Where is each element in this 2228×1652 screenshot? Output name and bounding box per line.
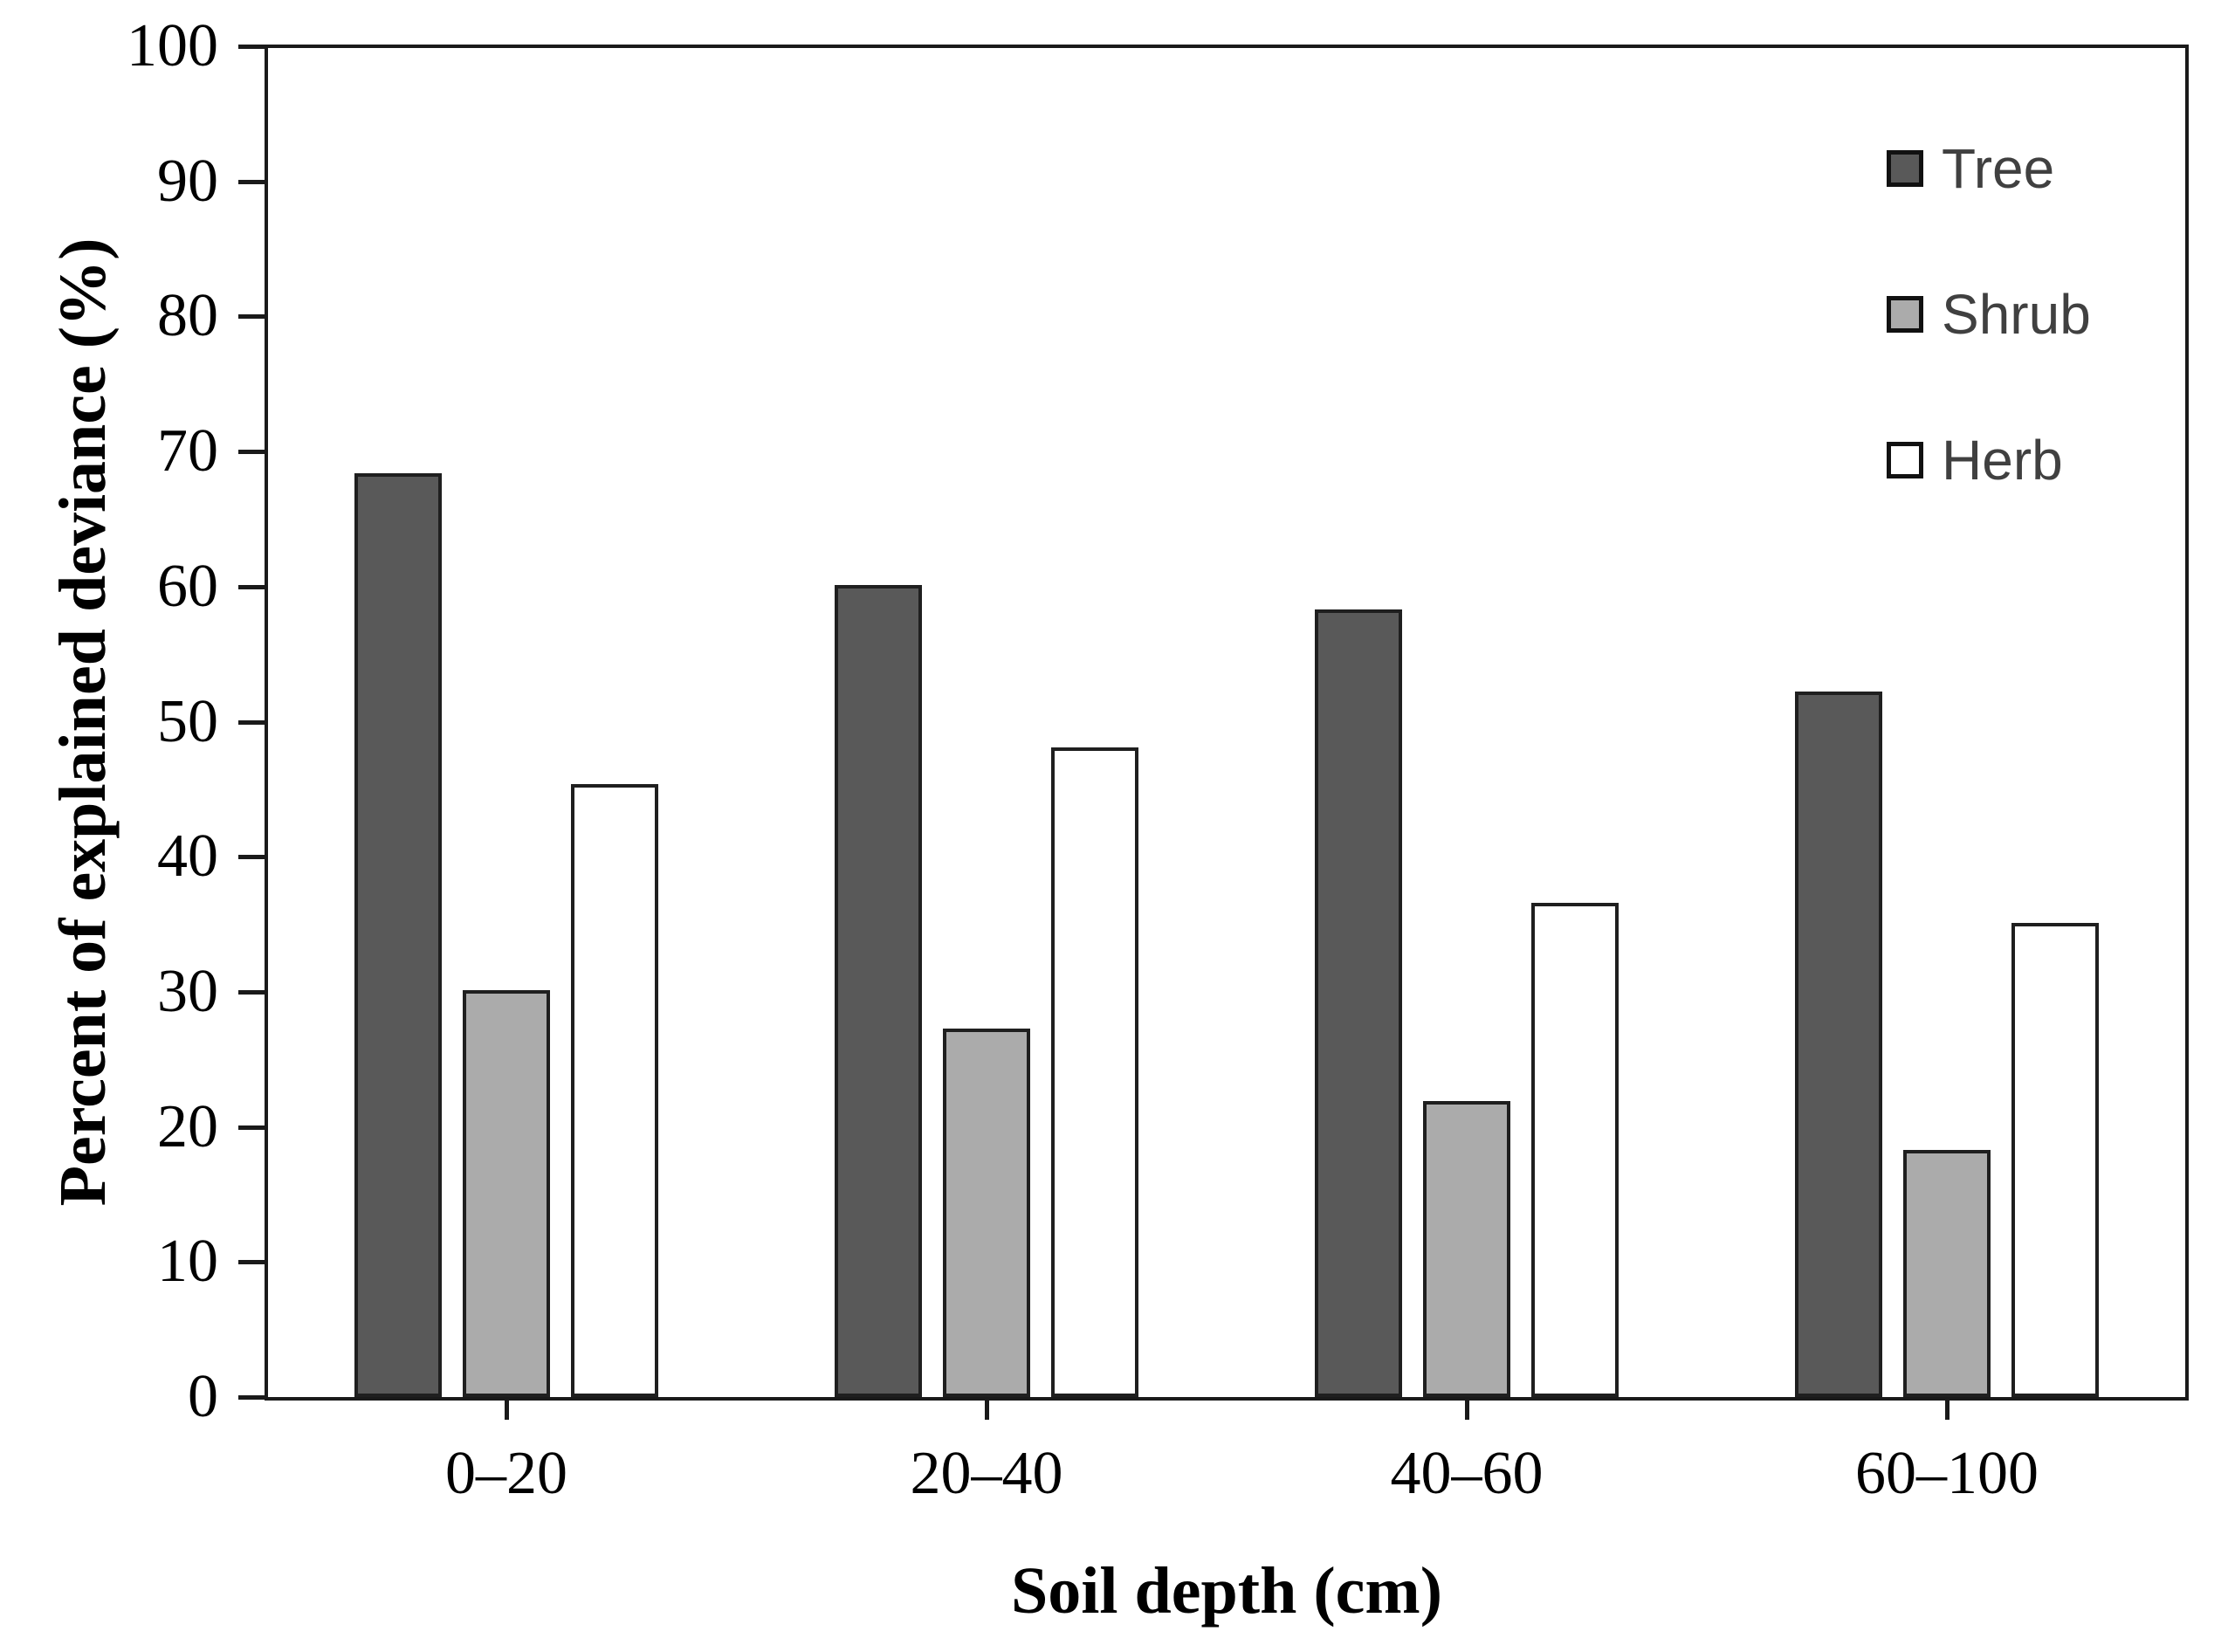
bar-herb — [2011, 923, 2099, 1397]
y-tick-label: 30 — [157, 958, 218, 1025]
y-tick-label: 60 — [157, 553, 218, 620]
y-tick-mark — [238, 855, 266, 859]
bar-tree — [354, 473, 442, 1397]
bar-herb — [1051, 747, 1138, 1397]
x-tick-mark — [1945, 1397, 1949, 1420]
bar-shrub — [463, 990, 550, 1397]
y-tick-mark — [238, 585, 266, 589]
x-tick-mark — [1465, 1397, 1469, 1420]
bar-tree — [835, 585, 922, 1397]
y-tick-mark — [238, 1260, 266, 1264]
x-tick-label: 0–20 — [445, 1440, 567, 1507]
x-tick-mark — [505, 1397, 509, 1420]
y-tick-label: 0 — [188, 1363, 218, 1430]
bar-shrub — [943, 1029, 1030, 1397]
legend-label-shrub: Shrub — [1942, 283, 2091, 346]
bar-tree — [1795, 692, 1882, 1397]
bar-shrub — [1423, 1101, 1510, 1397]
bar-shrub — [1903, 1150, 1991, 1397]
y-tick-label: 50 — [157, 688, 218, 755]
y-tick-label: 90 — [157, 148, 218, 215]
bar-herb — [1531, 903, 1619, 1397]
x-tick-label: 20–40 — [910, 1440, 1063, 1507]
y-tick-mark — [238, 314, 266, 319]
y-tick-label: 10 — [157, 1228, 218, 1295]
legend-label-herb: Herb — [1942, 429, 2063, 492]
y-tick-mark — [238, 720, 266, 725]
legend-swatch-herb — [1887, 442, 1923, 478]
x-tick-label: 40–60 — [1390, 1440, 1544, 1507]
x-tick-label: 60–100 — [1855, 1440, 2039, 1507]
y-tick-mark — [238, 990, 266, 995]
legend-label-tree: Tree — [1942, 137, 2055, 200]
y-tick-mark — [238, 45, 266, 49]
y-tick-label: 40 — [157, 823, 218, 890]
legend-swatch-shrub — [1887, 296, 1923, 333]
x-axis-title: Soil depth (cm) — [1011, 1554, 1442, 1628]
y-tick-label: 100 — [127, 12, 218, 79]
y-tick-mark — [238, 450, 266, 454]
y-tick-label: 80 — [157, 282, 218, 349]
bar-herb — [571, 784, 658, 1397]
y-tick-mark — [238, 1125, 266, 1130]
y-tick-mark — [238, 1395, 266, 1400]
y-tick-mark — [238, 180, 266, 184]
plot-area — [265, 45, 2189, 1401]
x-tick-mark — [985, 1397, 989, 1420]
y-tick-label: 20 — [157, 1093, 218, 1160]
bar-tree — [1315, 609, 1402, 1397]
y-tick-label: 70 — [157, 417, 218, 485]
legend-swatch-tree — [1887, 150, 1923, 187]
